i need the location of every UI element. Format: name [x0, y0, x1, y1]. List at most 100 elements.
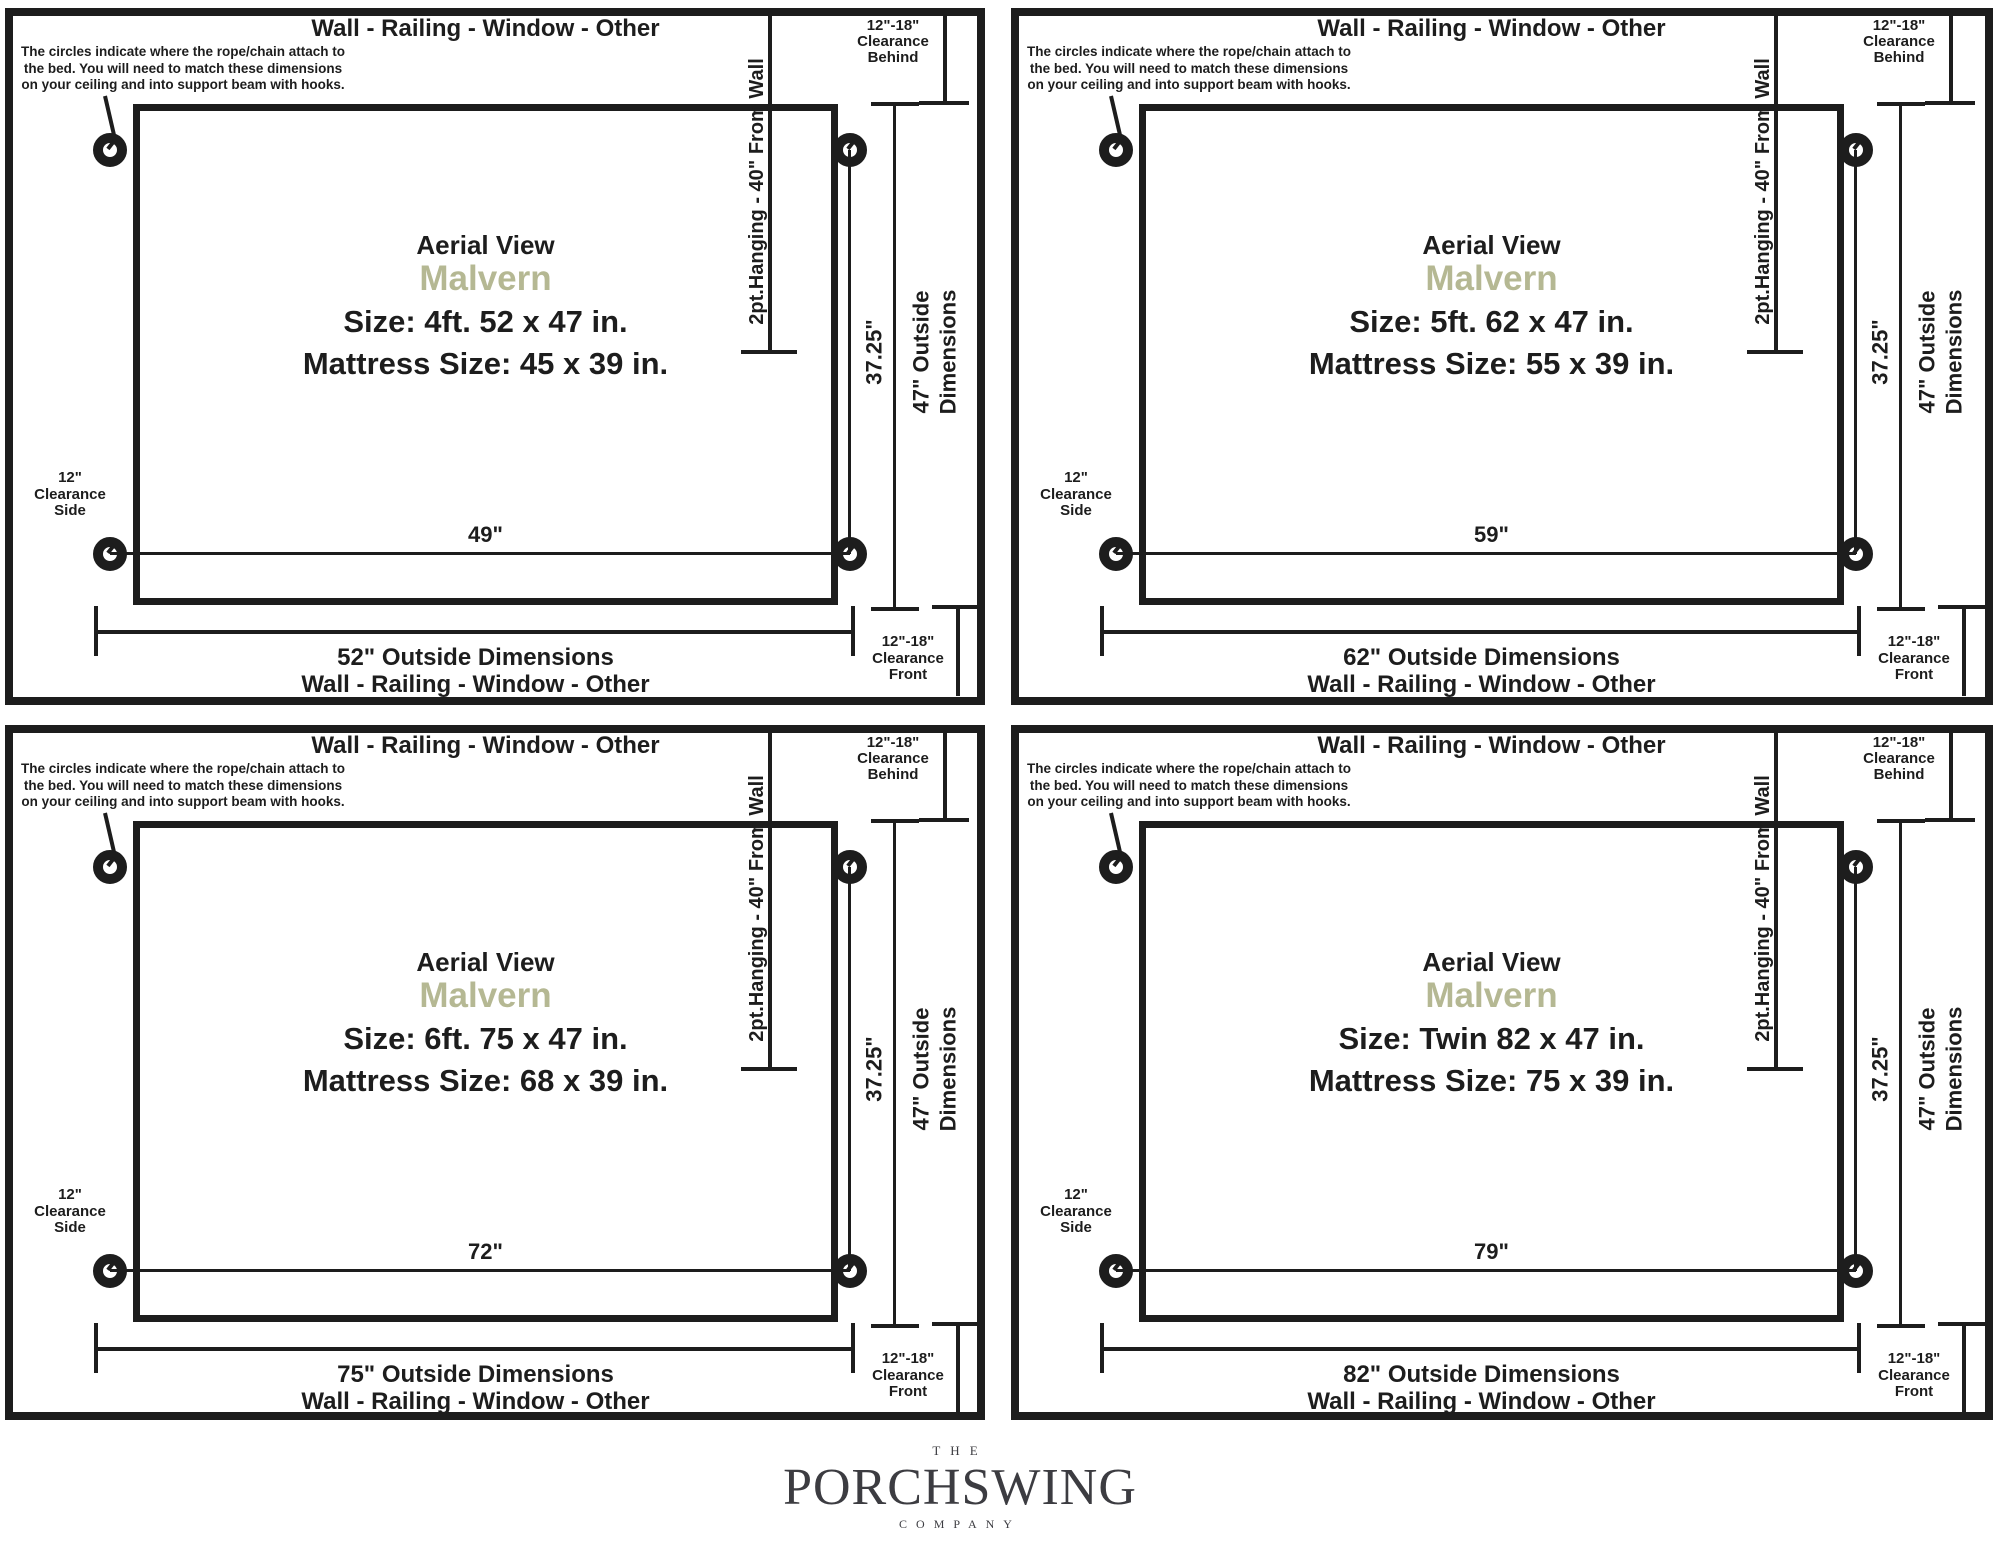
panel-4ft: Wall - Railing - Window - Other The circ…: [5, 8, 985, 705]
clearance-behind-label: 12"-18" Clearance Behind: [1863, 734, 1935, 783]
outside-width-tick-right: [851, 606, 855, 656]
logo-name: PORCHSWING: [783, 1459, 1137, 1516]
clearance-behind-tick: [919, 818, 969, 822]
model-name-label: Malvern: [419, 259, 552, 298]
clearance-behind-line: [1949, 733, 1953, 818]
hanging-line-tick: [741, 350, 797, 354]
hanging-label: 2pt.Hanging - 40" From Wall: [1751, 57, 1774, 325]
clearance-behind-label: 12"-18" Clearance Behind: [857, 734, 929, 783]
clearance-side-label: 12" Clearance Side: [1040, 469, 1112, 519]
outside-width-tick-left: [1100, 606, 1104, 656]
attachment-circle-top-left: [1099, 850, 1133, 884]
outside-depth-tick-top: [871, 819, 919, 823]
outside-depth-label-line1: 47" Outside: [1914, 1007, 1940, 1131]
hanging-label: 2pt.Hanging - 40" From Wall: [745, 774, 768, 1042]
wall-label-top: Wall - Railing - Window - Other: [1317, 732, 1666, 759]
outside-width-tick-right: [1857, 1323, 1861, 1373]
clearance-side-label: 12" Clearance Side: [34, 469, 106, 519]
size-label: Size: 5ft. 62 x 47 in.: [1349, 304, 1634, 339]
bed-outline: [1139, 821, 1844, 1322]
wall-label-bottom: Wall - Railing - Window - Other: [301, 671, 650, 698]
clearance-front-line: [1962, 607, 1966, 696]
size-diagram: Wall - Railing - Window - Other The circ…: [1019, 732, 1986, 1415]
clearance-front-tick: [932, 1322, 980, 1326]
clearance-front-label: 12"-18" Clearance Front: [872, 1350, 944, 1400]
logo-the: THE: [932, 1443, 988, 1458]
hanging-label: 2pt.Hanging - 40" From Wall: [745, 57, 768, 325]
hang-span-line: [848, 150, 851, 554]
attachment-circle-top-left: [1099, 133, 1133, 167]
outside-depth-tick-bottom: [871, 607, 919, 611]
mattress-size-label: Mattress Size: 55 x 39 in.: [1308, 346, 1675, 381]
attachment-circle-top-left: [93, 133, 127, 167]
hanging-line: [1774, 733, 1778, 1069]
outside-width-line: [96, 630, 855, 634]
clearance-front-line: [956, 1324, 960, 1413]
attachment-note: The circles indicate where the rope/chai…: [20, 761, 346, 809]
wall-label-top: Wall - Railing - Window - Other: [311, 732, 660, 759]
outside-depth-line: [893, 104, 896, 609]
outside-depth-tick-bottom: [871, 1324, 919, 1328]
hang-span-line: [1854, 867, 1857, 1271]
wall-label-top: Wall - Railing - Window - Other: [1317, 15, 1666, 42]
bed-outline: [133, 821, 838, 1322]
model-name-label: Malvern: [419, 976, 552, 1015]
attachment-note: The circles indicate where the rope/chai…: [1026, 761, 1352, 809]
outside-depth-label-line1: 47" Outside: [1914, 290, 1940, 414]
outside-depth-label-line1: 47" Outside: [908, 1007, 934, 1131]
size-label: Size: 4ft. 52 x 47 in.: [343, 304, 628, 339]
wall-label-bottom: Wall - Railing - Window - Other: [1307, 671, 1656, 698]
clearance-front-label: 12"-18" Clearance Front: [872, 633, 944, 683]
clearance-behind-line: [1949, 16, 1953, 101]
bed-outline: [1139, 104, 1844, 605]
attachment-width-label: 59": [1474, 522, 1509, 547]
size-diagram: Wall - Railing - Window - Other The circ…: [13, 16, 980, 698]
outside-depth-tick-bottom: [1877, 1324, 1925, 1328]
panel-twin: Wall - Railing - Window - Other The circ…: [1011, 725, 1993, 1420]
outside-width-line: [1102, 1347, 1861, 1351]
clearance-front-line: [956, 607, 960, 696]
outside-depth-tick-top: [871, 102, 919, 106]
size-label: Size: Twin 82 x 47 in.: [1338, 1021, 1645, 1056]
attachment-width-line: [1116, 1269, 1856, 1272]
attachment-note: The circles indicate where the rope/chai…: [20, 44, 346, 92]
hanging-line-tick: [741, 1067, 797, 1071]
mattress-size-label: Mattress Size: 45 x 39 in.: [302, 346, 669, 381]
outside-depth-label-line2: Dimensions: [1941, 1006, 1967, 1132]
clearance-front-line: [1962, 1324, 1966, 1413]
outside-width-label: 82" Outside Dimensions: [1343, 1361, 1620, 1388]
outside-width-label: 75" Outside Dimensions: [337, 1361, 614, 1388]
hang-span-label: 37.25": [1868, 319, 1894, 385]
outside-width-line: [96, 1347, 855, 1351]
clearance-front-tick: [1938, 605, 1986, 609]
hanging-line-tick: [1747, 350, 1803, 354]
hang-span-label: 37.25": [862, 1036, 888, 1102]
size-diagram: Wall - Railing - Window - Other The circ…: [1019, 15, 1986, 698]
wall-label-bottom: Wall - Railing - Window - Other: [301, 1388, 650, 1415]
aerial-view-label: Aerial View: [1422, 230, 1561, 260]
hang-span-label: 37.25": [1868, 1036, 1894, 1102]
model-name-label: Malvern: [1425, 976, 1558, 1015]
outside-width-label: 62" Outside Dimensions: [1343, 644, 1620, 671]
aerial-view-label: Aerial View: [416, 947, 555, 977]
outside-width-label: 52" Outside Dimensions: [337, 644, 614, 671]
hang-span-line: [1854, 150, 1857, 554]
outside-depth-tick-top: [1877, 819, 1925, 823]
attachment-width-label: 72": [468, 1239, 503, 1264]
hang-span-line: [848, 867, 851, 1271]
clearance-behind-label: 12"-18" Clearance Behind: [1863, 17, 1935, 66]
panel-6ft: Wall - Railing - Window - Other The circ…: [5, 725, 985, 1420]
outside-depth-line: [893, 821, 896, 1326]
attachment-width-line: [110, 552, 850, 555]
attachment-width-line: [110, 1269, 850, 1272]
clearance-front-label: 12"-18" Clearance Front: [1878, 633, 1950, 683]
outside-depth-tick-top: [1877, 102, 1925, 106]
outside-width-tick-right: [1857, 606, 1861, 656]
clearance-behind-label: 12"-18" Clearance Behind: [857, 17, 929, 66]
attachment-width-line: [1116, 552, 1856, 555]
bed-outline: [133, 104, 838, 605]
attachment-width-label: 49": [468, 522, 503, 547]
outside-width-tick-left: [1100, 1323, 1104, 1373]
outside-depth-line: [1899, 104, 1902, 609]
mattress-size-label: Mattress Size: 75 x 39 in.: [1308, 1063, 1675, 1098]
